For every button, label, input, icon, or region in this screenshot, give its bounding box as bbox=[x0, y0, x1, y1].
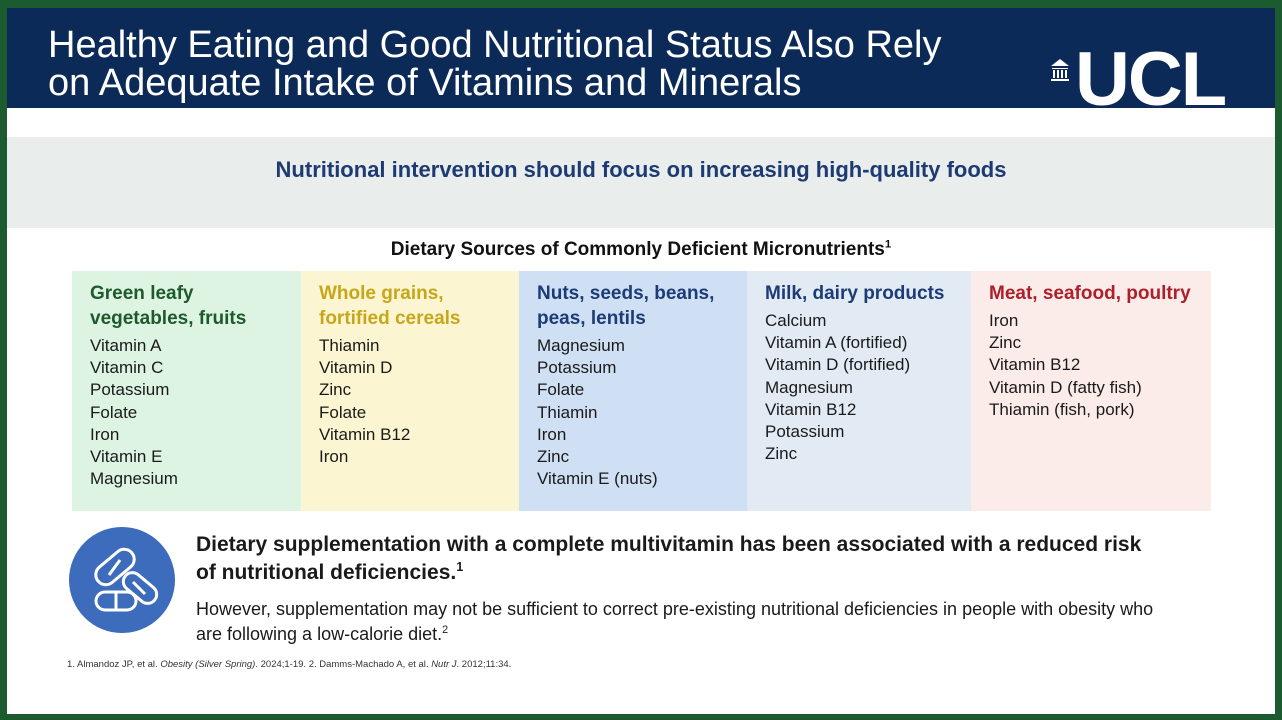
food-column: Whole grains, fortified cereals Thiamin Vi… bbox=[301, 271, 519, 511]
statement-text: Dietary supplementation with a complete … bbox=[196, 533, 1142, 584]
food-column: Milk, dairy products Calcium Vitamin A (fo… bbox=[747, 271, 971, 511]
logo-icon bbox=[1051, 59, 1069, 81]
nutrient: Potassium bbox=[90, 380, 170, 400]
banner-text: Nutritional intervention should focus on… bbox=[275, 157, 1007, 182]
nutrient: Vitamin D (fatty fish) bbox=[989, 377, 1142, 397]
nutrient: Iron bbox=[989, 311, 1019, 330]
nutrient: Zinc bbox=[537, 447, 570, 467]
banner: Nutritional intervention should focus on… bbox=[7, 137, 1275, 228]
nutrient: Vitamin B12 bbox=[989, 355, 1081, 375]
nutrient: Vitamin B12 bbox=[319, 424, 411, 444]
references: 1. Almandoz JP, et al. Obesity (Silver S… bbox=[67, 659, 511, 670]
nutrient: Magnesium bbox=[537, 336, 625, 355]
nutrient: Vitamin D bbox=[319, 358, 393, 378]
nutrient: Folate bbox=[90, 402, 138, 422]
nutrient: Iron bbox=[537, 424, 567, 444]
nutrient: Vitamin B12 bbox=[765, 399, 857, 419]
food-column: Meat, seafood, poultry Iron Zinc Vitamin B1… bbox=[971, 271, 1211, 511]
title-line: Healthy Eating and Good Nutritional Stat… bbox=[48, 24, 942, 66]
nutrient: Thiamin bbox=[319, 336, 380, 355]
reference-text: . 2024;1-19. 2. Damms-Machado A, et al. bbox=[255, 659, 432, 670]
reference-text: . 2012;11:34. bbox=[456, 659, 512, 670]
reference-text: 1. Almandoz JP, et al. bbox=[67, 659, 161, 670]
superscript: 1 bbox=[884, 238, 892, 251]
superscript: 1 bbox=[456, 560, 464, 574]
nutrient: Zinc bbox=[765, 444, 798, 464]
nutrient: Vitamin A (fortified) bbox=[765, 333, 908, 353]
nutrient: Vitamin C bbox=[90, 358, 164, 378]
column-title: Nuts, seeds, beans, peas, lentils bbox=[537, 283, 715, 329]
logo: UCL bbox=[1075, 37, 1227, 122]
pill-icon bbox=[69, 527, 175, 633]
nutrient: Vitamin E (nuts) bbox=[537, 469, 658, 489]
nutrient: Folate bbox=[537, 380, 585, 400]
nutrient: Vitamin D (fortified) bbox=[765, 355, 911, 375]
nutrient: Zinc bbox=[989, 333, 1022, 353]
note: However, supplementation may not be suff… bbox=[196, 597, 1176, 647]
nutrient: Calcium bbox=[765, 311, 827, 330]
note-text: However, supplementation may not be suff… bbox=[196, 599, 1154, 644]
food-column: Green leafy vegetables, fruits Vitamin A V… bbox=[72, 271, 301, 511]
slide: Healthy Eating and Good Nutritional Stat… bbox=[7, 8, 1275, 714]
column-title: Milk, dairy products bbox=[765, 283, 945, 304]
nutrient: Folate bbox=[319, 402, 367, 422]
nutrient: Magnesium bbox=[765, 377, 853, 397]
nutrient: Magnesium bbox=[90, 469, 178, 489]
header: Healthy Eating and Good Nutritional Stat… bbox=[7, 8, 1275, 118]
statement: Dietary supplementation with a complete … bbox=[196, 531, 1156, 587]
nutrient: Iron bbox=[90, 424, 120, 444]
nutrient: Vitamin E bbox=[90, 447, 163, 467]
food-column: Nuts, seeds, beans, peas, lentils Magnesi… bbox=[519, 271, 747, 511]
reference-journal: Nutr J bbox=[431, 659, 457, 670]
reference-journal: Obesity (Silver Spring) bbox=[160, 659, 256, 670]
section-title: Dietary Sources of Commonly Deficient Mi… bbox=[7, 239, 1275, 261]
nutrient: Thiamin bbox=[537, 402, 598, 422]
column-title: Whole grains, fortified cereals bbox=[319, 283, 461, 329]
nutrient: Potassium bbox=[765, 422, 845, 442]
nutrient: Zinc bbox=[319, 380, 352, 400]
title-line: on Adequate Intake of Vitamins and Miner… bbox=[48, 62, 802, 104]
column-title: Green leafy vegetables, fruits bbox=[90, 283, 247, 329]
superscript: 2 bbox=[442, 624, 449, 636]
nutrient: Iron bbox=[319, 447, 349, 467]
nutrient: Thiamin (fish, pork) bbox=[989, 399, 1135, 419]
section-title-text: Dietary Sources of Commonly Deficient Mi… bbox=[390, 239, 885, 260]
nutrient: Potassium bbox=[537, 358, 617, 378]
nutrient: Vitamin A bbox=[90, 336, 162, 355]
column-title: Meat, seafood, poultry bbox=[989, 283, 1191, 304]
